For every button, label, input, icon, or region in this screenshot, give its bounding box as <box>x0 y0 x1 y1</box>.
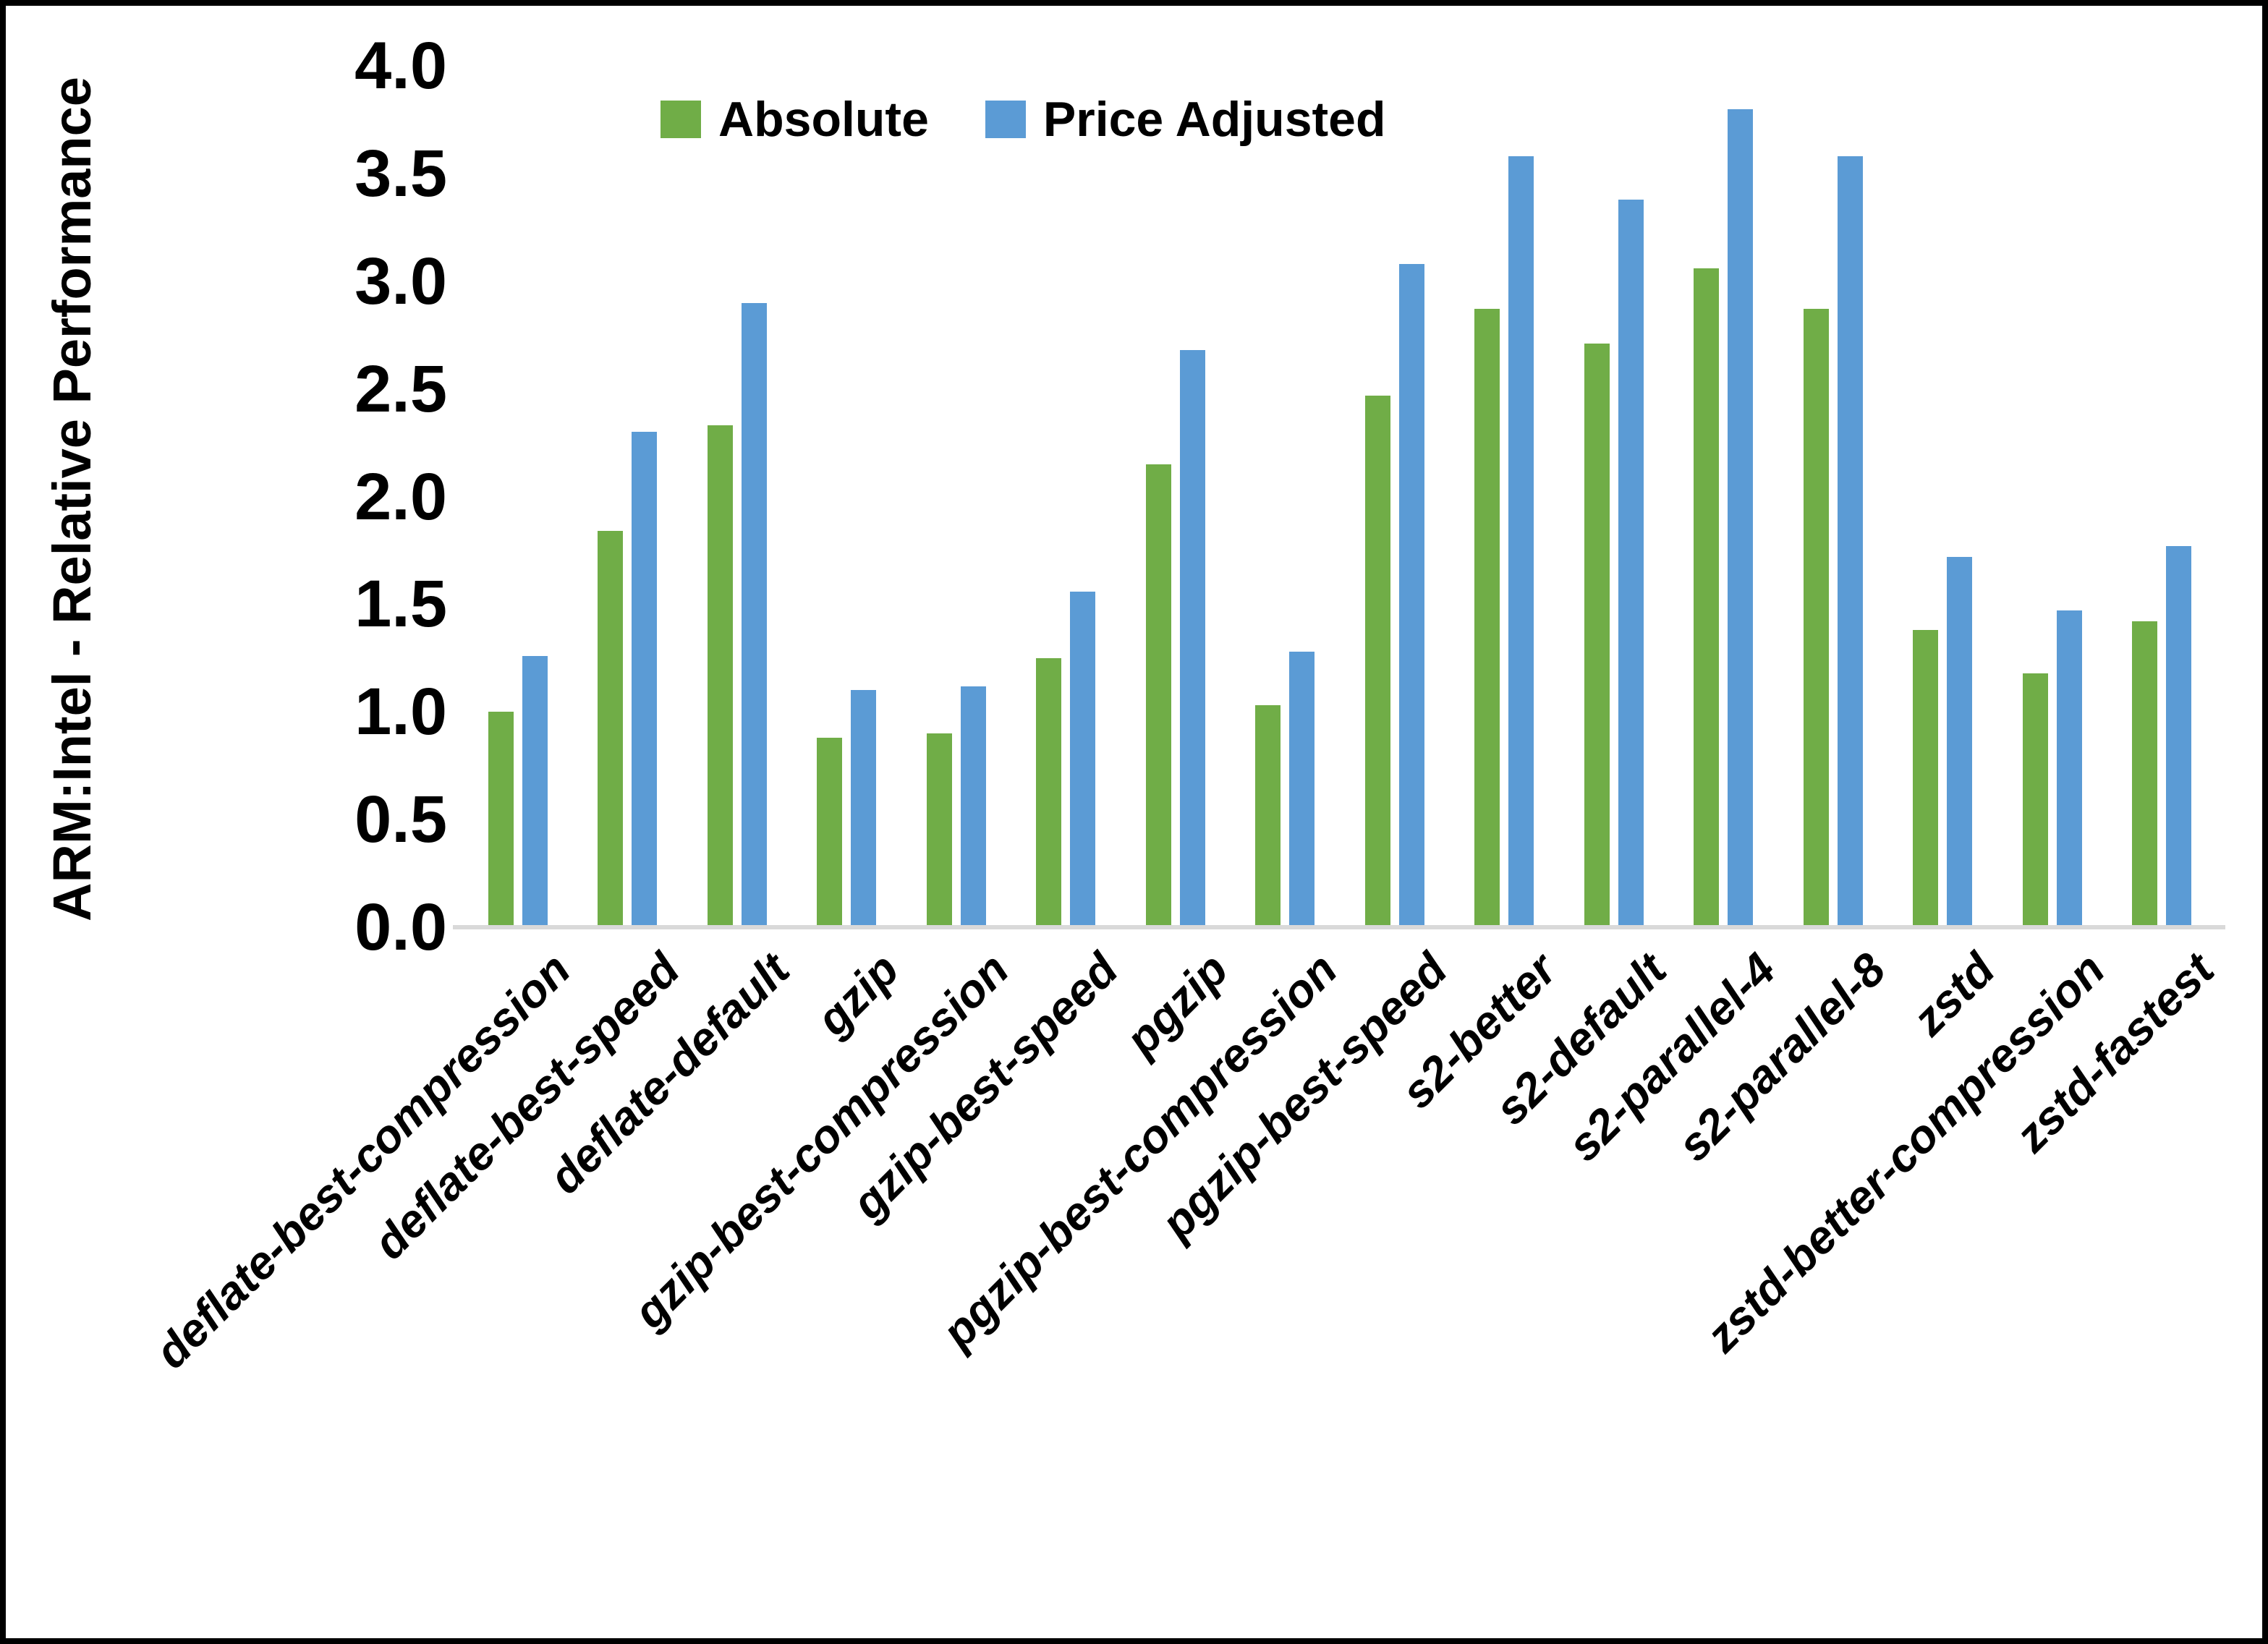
bar-absolute-pgzip-best-speed <box>1364 396 1390 927</box>
bar-price-adjusted-pgzip <box>1179 350 1205 927</box>
bar-absolute-gzip <box>817 738 843 927</box>
bar-group-s2-default <box>1559 66 1669 927</box>
y-tick-label-4.0: 4.0 <box>354 29 447 103</box>
bar-absolute-pgzip <box>1145 464 1171 927</box>
bar-price-adjusted-zstd-fastest <box>2166 546 2192 927</box>
bar-price-adjusted-zstd-better-compression <box>2056 610 2082 927</box>
bar-absolute-deflate-best-speed <box>598 531 624 927</box>
bar-price-adjusted-gzip-best-speed <box>1070 592 1096 927</box>
bar-price-adjusted-deflate-best-compression <box>522 656 548 927</box>
bar-absolute-zstd-fastest <box>2132 621 2158 927</box>
legend: Absolute Price Adjusted <box>661 91 1386 148</box>
legend-label-absolute: Absolute <box>718 92 929 147</box>
bar-price-adjusted-s2-better <box>1508 156 1534 927</box>
bar-group-zstd-fastest <box>2107 66 2217 927</box>
legend-item-price-adjusted: Price Adjusted <box>985 91 1386 148</box>
bar-price-adjusted-zstd <box>1947 557 1973 927</box>
bar-group-zstd <box>1888 66 1998 927</box>
y-tick-label-0.5: 0.5 <box>354 783 447 856</box>
y-tick-label-3.0: 3.0 <box>354 244 447 318</box>
bar-group-deflate-best-speed <box>573 66 683 927</box>
bar-absolute-pgzip-best-compression <box>1255 705 1281 927</box>
bar-absolute-s2-default <box>1584 344 1610 927</box>
y-tick-label-2.5: 2.5 <box>354 352 447 426</box>
bar-price-adjusted-s2-parallel-8 <box>1837 156 1863 927</box>
y-tick-label-1.5: 1.5 <box>354 567 447 641</box>
bar-group-gzip-best-speed <box>1011 66 1121 927</box>
bar-absolute-zstd-better-compression <box>2022 673 2048 927</box>
bar-group-deflate-default <box>682 66 792 927</box>
bar-group-deflate-best-compression <box>463 66 573 927</box>
bar-price-adjusted-gzip <box>851 690 877 927</box>
bar-price-adjusted-deflate-best-speed <box>632 432 658 927</box>
bar-price-adjusted-s2-default <box>1618 200 1644 927</box>
x-axis-line <box>453 925 2225 929</box>
bar-group-zstd-better-compression <box>1997 66 2107 927</box>
bar-price-adjusted-pgzip-best-compression <box>1289 652 1315 927</box>
legend-label-price-adjusted: Price Adjusted <box>1042 92 1386 147</box>
bar-absolute-s2-parallel-4 <box>1694 268 1720 927</box>
bar-absolute-gzip-best-compression <box>926 733 952 927</box>
bar-absolute-zstd <box>1913 630 1939 927</box>
y-tick-label-0.0: 0.0 <box>354 890 447 964</box>
bar-group-s2-parallel-4 <box>1669 66 1779 927</box>
bar-absolute-s2-parallel-8 <box>1803 309 1829 927</box>
bar-price-adjusted-pgzip-best-speed <box>1398 264 1424 927</box>
bar-group-gzip-best-compression <box>901 66 1011 927</box>
bar-price-adjusted-deflate-default <box>741 303 767 927</box>
y-axis-title: ARM:Intel - Relative Performance <box>42 77 102 921</box>
bar-group-s2-better <box>1450 66 1560 927</box>
bar-group-pgzip <box>1121 66 1231 927</box>
legend-item-absolute: Absolute <box>661 91 929 148</box>
bar-absolute-deflate-default <box>707 425 733 927</box>
y-tick-label-1.0: 1.0 <box>354 675 447 749</box>
bar-group-s2-parallel-8 <box>1778 66 1888 927</box>
bar-group-gzip <box>792 66 902 927</box>
plot-area <box>463 66 2217 927</box>
legend-swatch-price-adjusted <box>985 101 1026 138</box>
bar-absolute-gzip-best-speed <box>1036 658 1062 927</box>
bar-absolute-s2-better <box>1474 309 1500 927</box>
y-tick-label-2.0: 2.0 <box>354 460 447 534</box>
bar-group-pgzip-best-speed <box>1340 66 1450 927</box>
bar-absolute-deflate-best-compression <box>488 712 514 927</box>
legend-swatch-absolute <box>661 101 701 138</box>
bar-group-pgzip-best-compression <box>1231 66 1341 927</box>
bar-price-adjusted-gzip-best-compression <box>960 686 986 927</box>
y-tick-label-3.5: 3.5 <box>354 137 447 210</box>
bar-price-adjusted-s2-parallel-4 <box>1728 109 1754 927</box>
